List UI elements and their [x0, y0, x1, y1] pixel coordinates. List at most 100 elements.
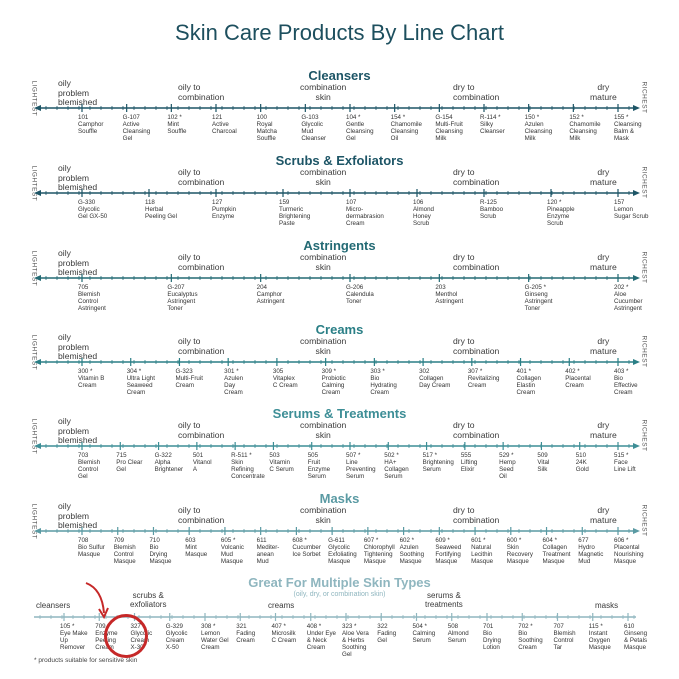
- product-label: 606 * Placental Nourishing Masque: [614, 537, 644, 565]
- arrow-left-icon: [34, 275, 41, 281]
- product-label: 677 Hydro Magnetic Mud: [578, 537, 604, 565]
- product-label: 301 * Azulen Day Cream: [224, 368, 244, 396]
- product-label: 555 Lifting Elixir: [460, 452, 478, 473]
- product-label: 501 Vitanol A: [192, 452, 212, 473]
- section-title: Scrubs & Exfoliators: [275, 153, 404, 168]
- skin-type-label: oily problem blemished: [58, 332, 98, 361]
- skin-type-label: oily problem blemished: [58, 501, 98, 530]
- product-label: 515 * Face Line Lift: [614, 452, 636, 473]
- section-scrubs: Scrubs & Exfoliators oily problem blemished…: [0, 153, 679, 233]
- product-label: 107 Micro-dermabrasion Cream: [346, 199, 384, 227]
- product-label: 106 Almond Honey Scrub: [413, 199, 434, 227]
- product-label: 157 Lemon Sugar Scrub: [614, 199, 649, 220]
- section-title: Astringents: [303, 238, 376, 253]
- product-label: 607 * Chlorophyll Tightening Masque: [363, 537, 395, 565]
- section-cleansers: Cleansers oily problem blemished oily to comb…: [0, 68, 679, 148]
- scale-axis: [34, 274, 640, 282]
- product-label: 100 Royal Matcha Souffle: [256, 114, 277, 142]
- skin-type-label: oily to combination: [178, 336, 225, 356]
- product-label: 118 Herbal Peeling Gel: [145, 199, 177, 220]
- section-title: Creams: [315, 322, 364, 337]
- product-label: 503 Vitamin C Serum: [269, 452, 294, 473]
- product-label: 321 Fading Cream: [236, 623, 256, 644]
- arrow-left-icon: [34, 105, 41, 111]
- skin-type-label: dry mature: [590, 336, 617, 356]
- product-label: 611 Mediter-anean Mud: [256, 537, 280, 565]
- product-label: 105 * Eye Make Up Remover: [60, 623, 88, 651]
- skin-type-label: dry to combination: [453, 336, 500, 356]
- category-label: masks: [595, 601, 619, 610]
- skin-type-label: dry to combination: [453, 252, 500, 272]
- product-label: 707 Blemish Control Tar: [553, 623, 576, 651]
- product-label: G-206 Calendula Toner: [346, 284, 374, 305]
- skin-type-label: oily to combination: [178, 505, 225, 525]
- product-label: 102 * Mint Souffle: [167, 114, 187, 135]
- product-label: G-107 Active Cleansing Gel: [122, 114, 151, 142]
- product-label: G-323 Multi-Fruit Cream: [175, 368, 203, 389]
- arrow-right-icon: [633, 443, 640, 449]
- arrow-right-icon: [633, 528, 640, 534]
- skin-type-label: dry to combination: [453, 82, 500, 102]
- product-label: 602 * Azulen Soothing Masque: [399, 537, 425, 565]
- arrow-left-icon: [34, 190, 41, 196]
- scale-axis: [34, 527, 640, 535]
- skin-type-label: combination skin: [300, 167, 347, 187]
- product-label: 155 * Cleansing Balm & Mask: [614, 114, 642, 142]
- product-label: 154 * Chamomile Cleansing Oil: [390, 114, 422, 142]
- product-label: 305 Vitaplex C Cream: [272, 368, 298, 389]
- product-label: G-322 Alpha Brightener: [154, 452, 184, 473]
- product-label: G-330 Glycolic Gel GX-50: [78, 199, 108, 220]
- product-label: 510 24K Gold: [575, 452, 589, 473]
- product-label: 127 Pumpkin Enzyme: [212, 199, 237, 220]
- product-label: G-205 * Ginseng Astringent Toner: [524, 284, 553, 312]
- product-label: 529 * Hemp Seed Oil: [499, 452, 516, 480]
- skin-type-label: dry mature: [590, 167, 617, 187]
- product-label: 508 Almond Serum: [447, 623, 469, 644]
- skin-type-label: dry mature: [590, 82, 617, 102]
- product-label: G-103 Glycolic Mud Cleanser: [301, 114, 327, 142]
- skin-type-label: combination skin: [300, 420, 347, 440]
- product-label: 202 * Aloe Cucumber Astringent: [614, 284, 643, 312]
- scale-axis: [34, 189, 640, 197]
- scale-axis: [34, 442, 640, 450]
- skin-type-label: oily to combination: [178, 420, 225, 440]
- skin-type-label: dry mature: [590, 420, 617, 440]
- product-label: 303 * Bio Hydrating Cream: [370, 368, 397, 396]
- product-label: 715 Pro Clear Gel: [116, 452, 143, 473]
- product-label: G-207 Eucalyptus Astringent Toner: [167, 284, 198, 312]
- product-label: 159 Turmeric Brightening Paste: [279, 199, 311, 227]
- skin-type-label: dry to combination: [453, 505, 500, 525]
- product-label: 604 * Collagen Treatment Masque: [542, 537, 571, 565]
- product-label: R-125 Bamboo Scrub: [480, 199, 504, 220]
- product-label: 502 * HA+ Collagen Serum: [384, 452, 409, 480]
- section-title: Great For Multiple Skin Types: [248, 575, 431, 590]
- skin-type-label: oily to combination: [178, 252, 225, 272]
- product-label: 600 * Skin Recovery Masque: [506, 537, 533, 565]
- section-title: Cleansers: [308, 68, 371, 83]
- product-label: 509 Vital Silk: [537, 452, 550, 473]
- skin-type-label: oily problem blemished: [58, 416, 98, 445]
- product-label: 517 * Brightening Serum: [422, 452, 454, 473]
- arrow-right-icon: [633, 275, 640, 281]
- skin-type-label: dry mature: [590, 252, 617, 272]
- product-label: 322 Fading Gel: [377, 623, 397, 644]
- section-astringents: Astringents oily problem blemished oily to co…: [0, 238, 679, 318]
- arrow-right-icon: [633, 190, 640, 196]
- product-label: G-611 Glycolic Exfoliating Masque: [328, 537, 357, 565]
- product-label: 203 Menthol Astringent: [435, 284, 464, 305]
- section-masks: Masks oily problem blemished oily to combinat…: [0, 491, 679, 571]
- skin-type-label: oily problem blemished: [58, 78, 98, 107]
- product-label: 710 Bio Drying Masque: [149, 537, 172, 565]
- scale-axis: [34, 104, 640, 112]
- product-label: 101 Camphor Souffle: [78, 114, 104, 135]
- product-label: 309 * Probiotic Calming Cream: [321, 368, 346, 396]
- skin-type-label: combination skin: [300, 505, 347, 525]
- section-subtitle: (oily, dry, or combination skin): [293, 591, 386, 598]
- product-label: 609 * Seaweed Fortifying Masque: [435, 537, 462, 565]
- footnote: * products suitable for sensitive skin: [34, 657, 138, 664]
- arrow-left-icon: [34, 528, 41, 534]
- product-label: R-114 * Silky Cleanser: [480, 114, 505, 135]
- product-label: 603 Mint Masque: [185, 537, 208, 558]
- arrow-right-icon: [633, 105, 640, 111]
- skin-type-label: combination skin: [300, 252, 347, 272]
